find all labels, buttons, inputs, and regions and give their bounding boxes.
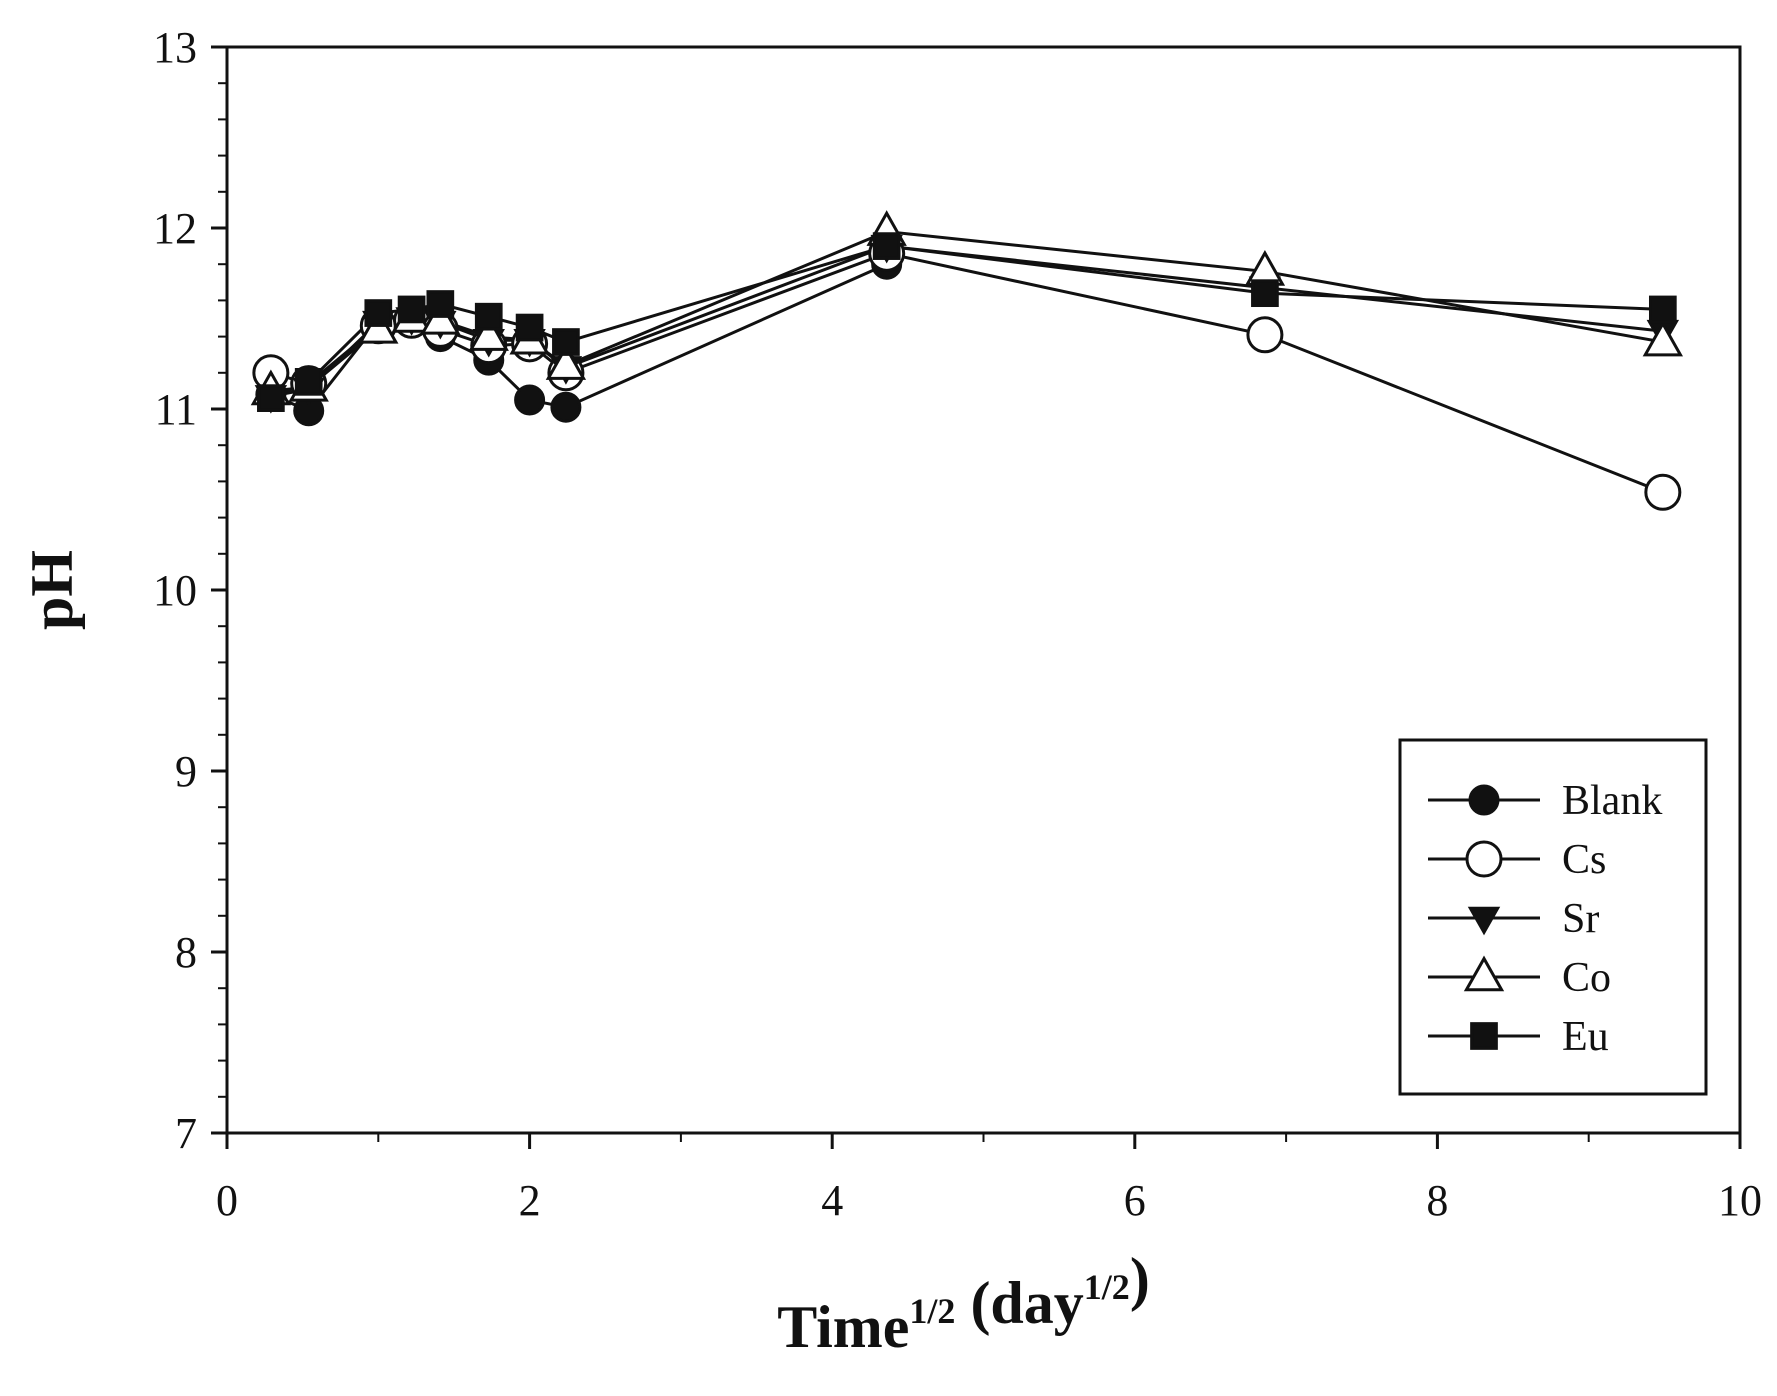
data-point-eu [1251,279,1279,308]
data-point-co [468,315,509,351]
series-line-cs [270,251,1664,494]
legend: Blank Cs Sr Co Eu [1398,738,1708,1096]
data-point-eu [294,368,323,396]
x-axis-title-part: ) [1130,1246,1150,1312]
series-markers [250,210,1684,511]
y-tick-label: 12 [153,204,197,253]
y-tick-label: 11 [155,385,197,434]
y-tick-label: 7 [175,1109,197,1158]
x-axis-title-sup: 1/2 [909,1291,955,1331]
y-axis-title: pH [19,550,85,630]
x-axis-title-part: (day [955,1270,1083,1336]
data-point-eu [515,313,544,342]
legend-marker-sr [1467,906,1501,936]
data-point-co [1642,320,1684,357]
x-tick-label: 6 [1124,1176,1146,1225]
data-point-eu [474,302,503,331]
legend-label-cs: Cs [1562,837,1606,883]
data-point-eu [426,290,455,318]
x-tick-label: 10 [1718,1176,1762,1225]
x-axis-title-sup: 1/2 [1084,1267,1130,1307]
y-tick-label: 9 [175,747,197,796]
y-tick-label: 10 [153,566,197,615]
legend-label-blank: Blank [1562,778,1662,824]
data-point-co [545,344,587,380]
data-point-eu [552,328,580,356]
x-tick-label: 4 [821,1176,843,1225]
legend-label-sr: Sr [1562,896,1599,942]
legend-label-eu: Eu [1562,1014,1609,1060]
legend-marker-co [1463,955,1505,992]
data-point-eu [257,384,285,412]
x-axis-title-part: Time [777,1294,909,1360]
x-tick-label: 0 [216,1176,238,1225]
legend-marker-eu [1470,1022,1498,1050]
y-tick-label: 8 [175,928,197,977]
legend-marker-cs [1465,840,1503,878]
legend-label-co: Co [1562,955,1611,1001]
x-axis-title: Time1/2 (day1/2) [777,1246,1150,1360]
data-point-eu [364,299,393,327]
data-point-blank [514,384,546,416]
x-tick-label: 8 [1426,1176,1448,1225]
data-point-eu [397,295,426,324]
legend-marker-blank [1468,784,1500,816]
axes: 0 2 4 6 8 10 7 8 9 10 11 12 13 [153,23,1762,1225]
data-point-eu [872,232,901,260]
y-tick-label: 13 [153,23,197,72]
x-tick-label: 2 [519,1176,541,1225]
data-point-cs [1644,473,1682,511]
data-point-cs [1246,316,1284,354]
data-point-blank [550,391,582,423]
data-point-eu [1648,295,1677,324]
